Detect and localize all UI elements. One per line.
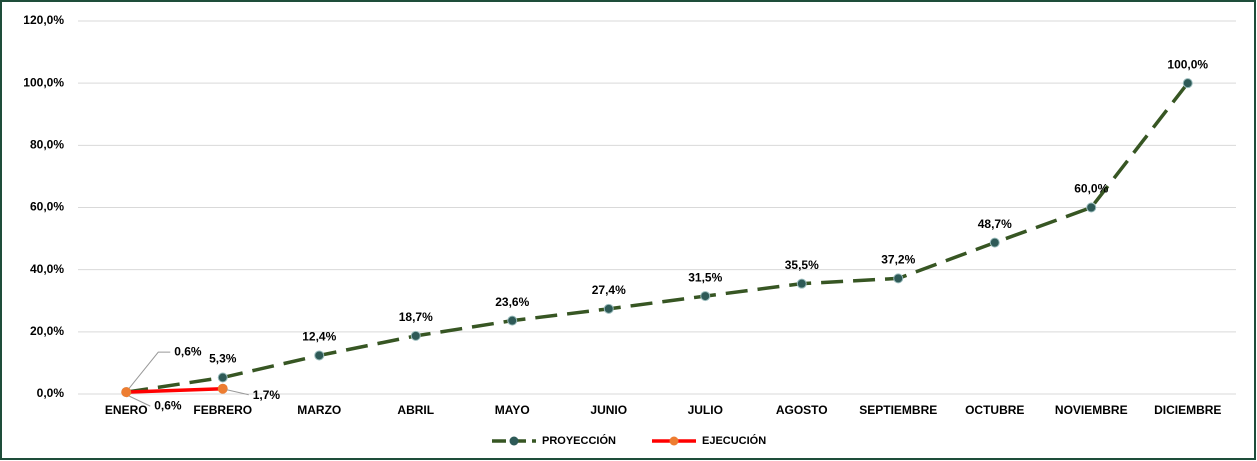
data-label: 100,0% (1167, 57, 1208, 71)
y-tick-label: 20,0% (30, 324, 64, 338)
leader-line (128, 351, 171, 389)
leader-line (129, 395, 151, 407)
marker (893, 273, 904, 284)
marker (410, 330, 421, 341)
data-label: 27,4% (592, 283, 626, 297)
x-tick-label: DICIEMBRE (1154, 403, 1221, 417)
x-tick-label: NOVIEMBRE (1055, 403, 1128, 417)
y-tick-label: 0,0% (37, 386, 65, 400)
x-tick-label: MAYO (495, 403, 530, 417)
marker (314, 350, 325, 361)
data-label: 37,2% (881, 253, 915, 267)
leader-line (226, 389, 249, 396)
x-tick-label: ABRIL (397, 403, 434, 417)
y-tick-label: 40,0% (30, 262, 64, 276)
y-tick-label: 120,0% (23, 13, 64, 27)
x-tick-label: MARZO (297, 403, 341, 417)
data-label: 31,5% (688, 270, 722, 284)
data-label: 12,4% (302, 330, 336, 344)
x-tick-label: JUNIO (590, 403, 627, 417)
y-tick-label: 80,0% (30, 138, 64, 152)
marker (1182, 78, 1193, 89)
legend-marker (669, 436, 679, 446)
y-tick-label: 100,0% (23, 75, 64, 89)
x-tick-label: FEBRERO (193, 403, 252, 417)
x-tick-label: JULIO (688, 403, 723, 417)
y-tick-label: 60,0% (30, 200, 64, 214)
data-label: 5,3% (209, 352, 237, 366)
series-line (125, 82, 1190, 394)
data-label: 60,0% (1074, 182, 1108, 196)
data-label: 0,6% (174, 344, 202, 358)
data-label: 48,7% (978, 217, 1012, 231)
data-label: 23,6% (495, 295, 529, 309)
x-tick-label: AGOSTO (776, 403, 828, 417)
marker (507, 315, 518, 326)
marker (1086, 202, 1097, 213)
data-label: 35,5% (785, 258, 819, 272)
legend-marker (509, 436, 519, 446)
marker (989, 237, 1000, 248)
data-label: 1,7% (253, 388, 281, 402)
marker (217, 372, 228, 383)
data-label: 0,6% (154, 398, 182, 412)
marker (700, 291, 711, 302)
data-label: 18,7% (399, 310, 433, 324)
marker (121, 387, 132, 398)
marker (796, 278, 807, 289)
x-tick-label: ENERO (105, 403, 148, 417)
x-tick-label: OCTUBRE (965, 403, 1024, 417)
legend-label: PROYECCIÓN (542, 434, 616, 447)
x-tick-label: SEPTIEMBRE (859, 403, 937, 417)
marker (217, 383, 228, 394)
series-line (126, 386, 223, 394)
legend-label: EJECUCIÓN (702, 434, 766, 447)
marker (603, 303, 614, 314)
